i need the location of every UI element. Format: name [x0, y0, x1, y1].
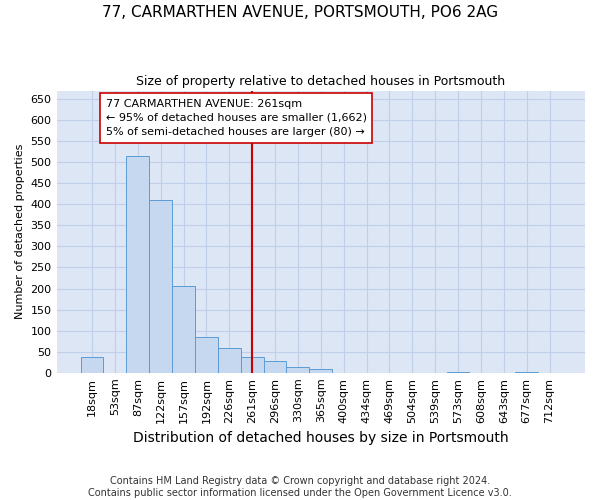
Bar	[172, 286, 195, 373]
Bar	[241, 357, 263, 373]
Bar	[263, 362, 286, 373]
Bar	[218, 348, 241, 373]
Bar	[446, 372, 469, 373]
Bar	[149, 200, 172, 373]
Bar	[127, 156, 149, 373]
Bar	[515, 372, 538, 373]
X-axis label: Distribution of detached houses by size in Portsmouth: Distribution of detached houses by size …	[133, 431, 509, 445]
Text: Contains HM Land Registry data © Crown copyright and database right 2024.
Contai: Contains HM Land Registry data © Crown c…	[88, 476, 512, 498]
Bar	[80, 357, 103, 373]
Y-axis label: Number of detached properties: Number of detached properties	[15, 144, 25, 320]
Title: Size of property relative to detached houses in Portsmouth: Size of property relative to detached ho…	[136, 75, 505, 88]
Bar	[195, 337, 218, 373]
Bar	[286, 368, 310, 373]
Text: 77 CARMARTHEN AVENUE: 261sqm
← 95% of detached houses are smaller (1,662)
5% of : 77 CARMARTHEN AVENUE: 261sqm ← 95% of de…	[106, 99, 367, 137]
Bar	[310, 368, 332, 373]
Text: 77, CARMARTHEN AVENUE, PORTSMOUTH, PO6 2AG: 77, CARMARTHEN AVENUE, PORTSMOUTH, PO6 2…	[102, 5, 498, 20]
